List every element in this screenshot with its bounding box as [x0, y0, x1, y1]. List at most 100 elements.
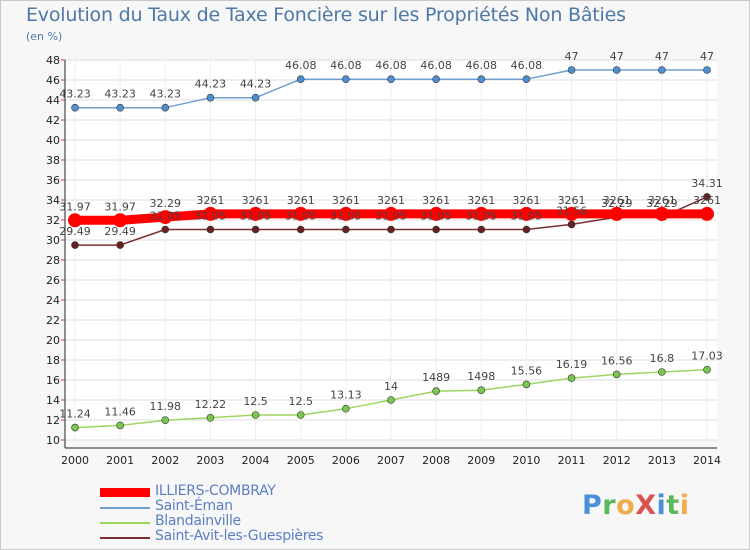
data-label: 3261: [512, 194, 540, 207]
data-label: 31.05: [150, 210, 182, 223]
data-label: 3261: [196, 194, 224, 207]
data-label: 3261: [603, 194, 631, 207]
data-point: [700, 206, 714, 221]
data-label: 47: [700, 50, 714, 63]
legend-label: ILLIERS-COMBRAY: [155, 483, 276, 499]
logo-letter: o: [616, 490, 636, 521]
x-tick-label: 2013: [648, 454, 676, 467]
data-label: 3261: [422, 194, 450, 207]
data-label: 43.23: [150, 88, 182, 101]
data-point: [206, 413, 215, 422]
data-label: 11.24: [59, 408, 91, 421]
data-point: [71, 423, 79, 432]
data-point: [384, 206, 398, 221]
data-point: [703, 66, 711, 74]
data-point: [251, 93, 260, 102]
logo-letter: X: [635, 490, 657, 521]
data-label: 31.05: [375, 210, 407, 223]
x-tick-label: 2008: [422, 454, 450, 467]
legend-label: Saint-Éman: [155, 498, 233, 514]
y-tick-label: 26: [46, 274, 60, 287]
data-label: 31.56: [556, 204, 588, 217]
y-tick-label: 34: [46, 194, 60, 207]
y-tick-label: 46: [46, 74, 60, 87]
data-point: [564, 206, 579, 221]
x-tick-label: 2000: [61, 454, 89, 467]
data-point: [293, 206, 308, 221]
x-tick-label: 2010: [512, 454, 540, 467]
data-point: [522, 75, 531, 83]
data-label: 17.03: [691, 350, 723, 363]
data-label: 3261: [242, 194, 270, 207]
data-label: 32.29: [646, 197, 678, 210]
x-tick-label: 2011: [558, 454, 586, 467]
data-point: [387, 396, 395, 404]
x-tick-label: 2014: [693, 454, 721, 467]
legend-swatch: [100, 488, 150, 497]
x-tick-label: 2007: [377, 454, 405, 467]
logo-letter: t: [666, 490, 680, 521]
data-label: 46.08: [420, 59, 452, 72]
data-label: 47: [610, 50, 624, 63]
data-point: [248, 206, 263, 221]
data-point: [567, 374, 576, 382]
data-label: 16.56: [601, 354, 633, 367]
data-label: 3261: [558, 194, 586, 207]
y-tick-label: 16: [46, 374, 60, 387]
data-label: 32.29: [150, 197, 182, 210]
chart-title: Evolution du Taux de Taxe Foncière sur l…: [26, 4, 626, 26]
data-point: [477, 75, 486, 83]
data-label: 31.05: [330, 210, 362, 223]
data-point: [703, 365, 711, 374]
data-point: [161, 225, 170, 234]
data-label: 12.5: [288, 395, 313, 408]
data-point: [116, 103, 124, 112]
data-label: 1498: [467, 370, 495, 383]
data-point: [387, 225, 395, 234]
y-tick-label: 14: [46, 394, 60, 407]
data-label: 31.05: [285, 210, 317, 223]
data-label: 31.05: [511, 210, 543, 223]
logo-letter: r: [602, 490, 617, 521]
legend-swatch: [100, 507, 150, 509]
data-point: [477, 386, 486, 395]
data-label: 32.29: [601, 197, 633, 210]
data-label: 47: [565, 50, 579, 63]
data-label: 11.46: [104, 405, 136, 418]
data-label: 29.49: [104, 225, 136, 238]
legend-label: Blandainville: [155, 513, 241, 529]
data-point: [251, 411, 260, 419]
data-label: 13.13: [330, 389, 362, 402]
y-tick-label: 28: [46, 254, 60, 267]
data-label: 46.08: [330, 59, 362, 72]
data-labels: 31.97 31.97 32.29 3261 3261 3261 3261 3261 3261 3…: [59, 50, 723, 421]
data-label: 14: [384, 380, 398, 393]
data-label: 15.56: [511, 364, 543, 377]
data-point: [474, 206, 489, 221]
data-point: [567, 66, 576, 74]
data-label: 16.19: [556, 358, 588, 371]
y-tick-label: 38: [46, 154, 60, 167]
data-point: [342, 75, 350, 83]
data-label: 31.97: [104, 200, 136, 213]
unit-label: (en %): [26, 30, 63, 43]
legend-swatch: [100, 537, 150, 539]
data-label: 47: [655, 50, 669, 63]
data-point: [477, 225, 486, 234]
data-label: 1489: [422, 371, 450, 384]
y-tick-label: 42: [46, 114, 60, 127]
x-tick-label: 2005: [287, 454, 315, 467]
data-point: [158, 210, 173, 225]
data-point: [612, 370, 621, 379]
data-point: [161, 103, 170, 112]
series-layer: [68, 66, 714, 432]
data-point: [387, 75, 395, 83]
data-point: [71, 241, 79, 249]
data-label: 43.23: [59, 88, 91, 101]
data-point: [68, 213, 82, 228]
data-label: 3261: [693, 194, 721, 207]
logo-letter: i: [679, 490, 690, 521]
data-point: [116, 421, 124, 430]
data-point: [338, 206, 353, 221]
